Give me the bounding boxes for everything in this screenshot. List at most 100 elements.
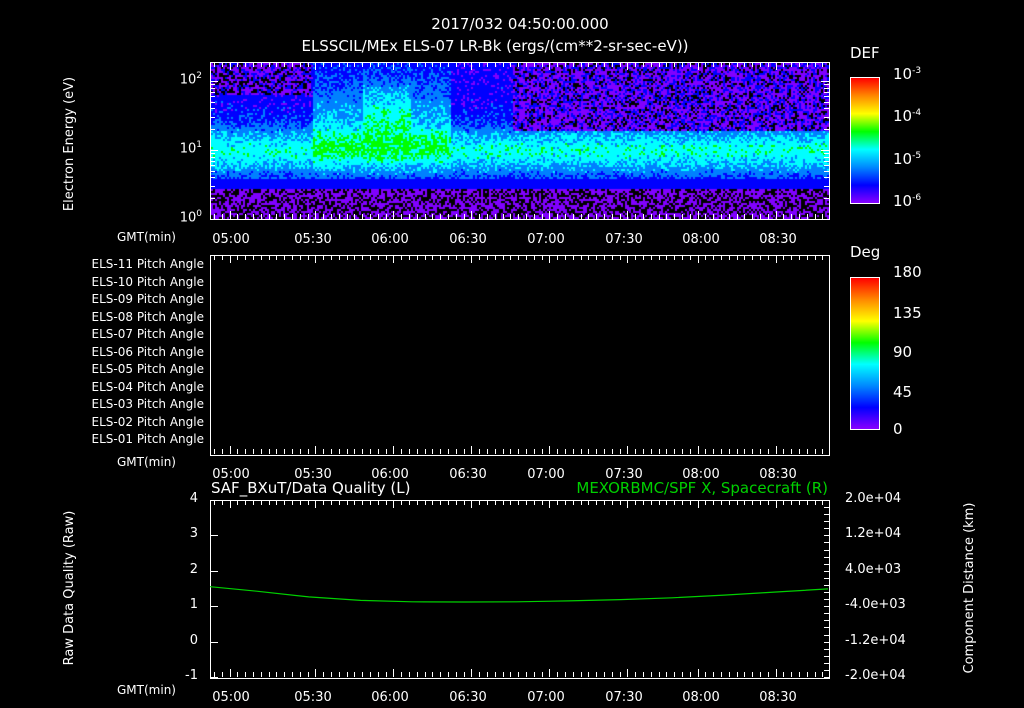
x-tick — [222, 449, 223, 454]
x-tick — [425, 214, 426, 219]
x-tick — [768, 255, 769, 260]
y-tick — [210, 161, 215, 162]
x-tick — [503, 214, 504, 219]
x-tick — [518, 214, 519, 219]
x-tick — [261, 255, 262, 260]
x-tick — [339, 500, 340, 505]
x-tick — [308, 449, 309, 454]
x-tick — [214, 500, 215, 505]
x-tick — [323, 62, 324, 67]
y-tick — [210, 171, 215, 172]
x-tick — [487, 214, 488, 219]
x-tick — [464, 500, 465, 505]
x-tick — [783, 672, 784, 677]
x-tick — [269, 449, 270, 454]
y-tick — [824, 102, 829, 103]
x-tick — [417, 62, 418, 67]
right-y-tick-label: 4.0e+03 — [845, 561, 902, 577]
x-tick — [557, 214, 558, 219]
deg-colorbar-label: Deg — [850, 243, 881, 261]
x-tick-label: 07:30 — [605, 467, 643, 482]
x-tick — [510, 214, 511, 219]
x-tick — [237, 500, 238, 505]
x-tick — [393, 669, 394, 677]
x-tick — [276, 255, 277, 260]
x-tick — [456, 62, 457, 67]
x-tick — [222, 255, 223, 260]
def-colorbar-tick: 10-6 — [893, 192, 922, 210]
x-tick — [776, 62, 777, 70]
x-tick — [690, 214, 691, 219]
x-tick-label: 08:00 — [682, 232, 720, 247]
x-tick — [347, 255, 348, 260]
x-tick — [768, 449, 769, 454]
x-tick — [721, 672, 722, 677]
x-tick — [737, 255, 738, 260]
x-tick — [284, 500, 285, 505]
x-tick — [417, 672, 418, 677]
pitch-angle-panel — [210, 255, 830, 456]
x-tick — [666, 214, 667, 219]
x-tick — [534, 255, 535, 260]
x-tick — [776, 446, 777, 454]
y-tick — [210, 117, 215, 118]
x-tick — [471, 255, 472, 263]
x-tick — [464, 255, 465, 260]
x-tick — [347, 62, 348, 67]
x-tick — [596, 62, 597, 67]
x-tick-label: 08:30 — [759, 690, 797, 705]
x-tick — [471, 62, 472, 70]
pitch-angle-row-label: ELS-07 Pitch Angle — [91, 327, 204, 341]
x-tick — [581, 449, 582, 454]
x-tick — [315, 211, 316, 219]
x-tick — [432, 449, 433, 454]
x-tick — [721, 214, 722, 219]
x-tick — [737, 672, 738, 677]
x-tick — [721, 255, 722, 260]
x-tick — [682, 672, 683, 677]
x-tick — [425, 449, 426, 454]
y-tick — [824, 84, 829, 85]
x-tick — [815, 500, 816, 505]
right-y-tick — [824, 620, 829, 621]
right-y-tick-label: -4.0e+03 — [845, 597, 906, 613]
x-tick — [659, 255, 660, 260]
x-tick — [425, 672, 426, 677]
x-tick — [682, 255, 683, 260]
x-tick — [674, 500, 675, 505]
x-tick — [222, 672, 223, 677]
x-tick — [596, 214, 597, 219]
x-tick — [479, 500, 480, 505]
x-tick — [768, 214, 769, 219]
left-y-tick-label: -1 — [185, 668, 198, 683]
x-tick — [503, 449, 504, 454]
y-tick — [824, 186, 829, 187]
x-tick — [737, 62, 738, 67]
x-tick — [417, 500, 418, 505]
def-colorbar-label: DEF — [850, 44, 880, 62]
x-tick — [682, 62, 683, 67]
x-tick — [744, 214, 745, 219]
x-tick — [237, 214, 238, 219]
y-tick — [824, 108, 829, 109]
x-tick — [448, 62, 449, 67]
x-tick — [401, 255, 402, 260]
right-y-tick — [824, 613, 829, 614]
x-tick — [526, 500, 527, 505]
x-tick — [276, 214, 277, 219]
x-tick — [284, 255, 285, 260]
x-tick — [815, 214, 816, 219]
x-tick — [690, 672, 691, 677]
x-tick — [573, 500, 574, 505]
x-tick — [409, 672, 410, 677]
x-tick — [276, 449, 277, 454]
x-tick-label: 05:00 — [212, 232, 250, 247]
x-tick — [276, 500, 277, 505]
x-tick — [261, 672, 262, 677]
y-tick — [821, 81, 829, 82]
deg-colorbar-tick: 180 — [893, 263, 922, 281]
x-tick — [269, 672, 270, 677]
x-tick — [604, 255, 605, 260]
x-tick — [300, 255, 301, 260]
